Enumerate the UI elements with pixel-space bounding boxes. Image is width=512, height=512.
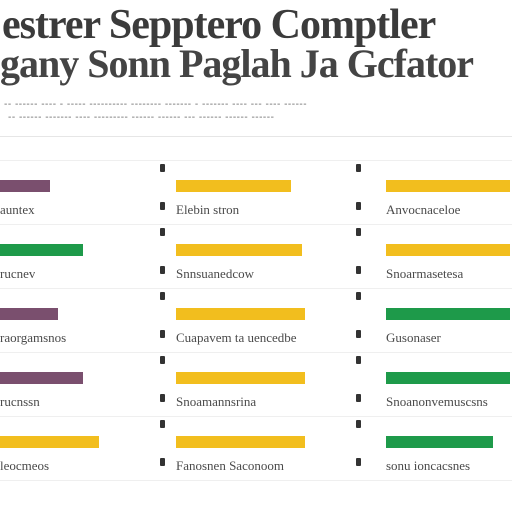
comparison-bar [0, 436, 99, 448]
row-bullet-icon [356, 356, 361, 364]
grid-separator [0, 416, 512, 417]
grid-separator [0, 288, 512, 289]
row-bullet-icon [160, 330, 165, 338]
subtitle-line-2: -- ------ ------- ---- --------- ------ … [8, 112, 275, 123]
row-bullet-icon [356, 394, 361, 402]
row-bullet-icon [356, 292, 361, 300]
grid-separator [0, 160, 512, 161]
bar-label: Anvocnaceloe [386, 202, 461, 217]
grid-separator [0, 352, 512, 353]
row-bullet-icon [160, 458, 165, 466]
bar-label: Snoamannsrina [176, 394, 257, 409]
comparison-bar [386, 180, 510, 192]
row-bullet-icon [356, 458, 361, 466]
bar-label: rucnssn [0, 394, 40, 409]
row-bullet-icon [356, 228, 361, 236]
bar-label: Snoarmasetesa [386, 266, 464, 281]
row-bullet-icon [160, 164, 165, 172]
comparison-bar [176, 244, 302, 256]
bar-label: leocmeos [0, 458, 50, 473]
row-bullet-icon [356, 330, 361, 338]
row-bullet-icon [160, 394, 165, 402]
grid-separator [0, 480, 512, 481]
comparison-bar [0, 372, 83, 384]
comparison-bar [386, 436, 493, 448]
comparison-bar [386, 372, 510, 384]
row-bullet-icon [356, 266, 361, 274]
row-bullet-icon [160, 202, 165, 210]
comparison-bar [0, 180, 50, 192]
row-bullet-icon [160, 266, 165, 274]
row-bullet-icon [160, 420, 165, 428]
row-bullet-icon [160, 292, 165, 300]
bar-label: sonu ioncacsnes [386, 458, 471, 473]
comparison-bar [176, 372, 305, 384]
comparison-bar [0, 308, 58, 320]
row-bullet-icon [356, 164, 361, 172]
comparison-bar [176, 436, 305, 448]
bar-label: Cuapavem ta uencedbe [176, 330, 297, 345]
header-divider [0, 136, 512, 137]
row-bullet-icon [356, 202, 361, 210]
title-line-2: gany Sonn Paglah Ja Gcfator [0, 41, 474, 86]
comparison-bar [386, 244, 510, 256]
subtitle-line-1: -- ------ ---- - ----- ---------- ------… [4, 99, 308, 110]
comparison-bar [176, 180, 291, 192]
bar-label: Snnsuanedcow [176, 266, 254, 281]
bar-label: Elebin stron [176, 202, 240, 217]
title-line-1: estrer Sepptero Comptler [2, 2, 436, 48]
row-bullet-icon [356, 420, 361, 428]
row-bullet-icon [160, 228, 165, 236]
comparison-bar [176, 308, 305, 320]
bar-label: auntex [0, 202, 35, 217]
comparison-bar [386, 308, 510, 320]
bar-label: raorgamsnos [0, 330, 67, 345]
grid-separator [0, 224, 512, 225]
bar-label: Snoanonvemuscsns [386, 394, 488, 409]
bar-label: Gusonaser [386, 330, 441, 345]
bar-label: rucnev [0, 266, 36, 281]
row-bullet-icon [160, 356, 165, 364]
comparison-bar [0, 244, 83, 256]
bar-label: Fanosnen Saconoom [176, 458, 284, 473]
